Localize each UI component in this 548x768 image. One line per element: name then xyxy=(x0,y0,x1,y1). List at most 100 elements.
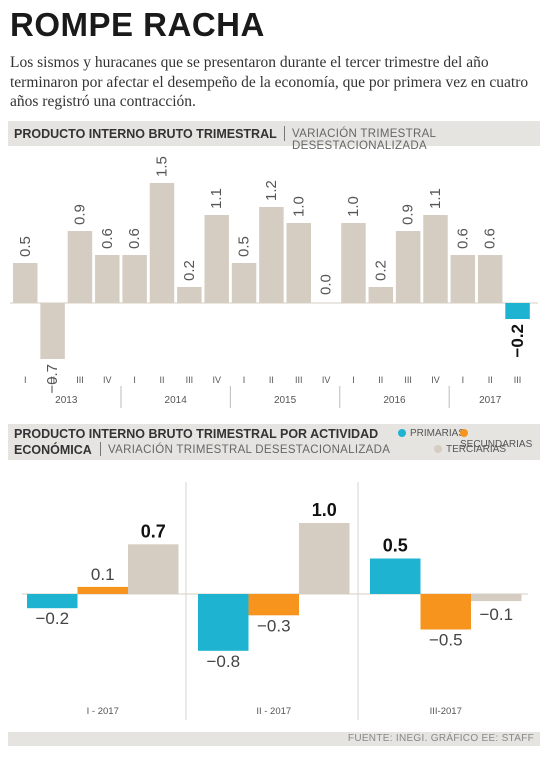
legend-label-secundarias: SECUNDARIAS xyxy=(460,439,533,450)
chart2-header: PRODUCTO INTERNO BRUTO TRIMESTRAL POR AC… xyxy=(8,424,540,460)
chart1-bar-13 xyxy=(368,287,394,303)
page-title: ROMPE RACHA xyxy=(10,6,265,43)
chart1-bar-16 xyxy=(450,255,476,303)
chart2-value-label-0-1: 0.1 xyxy=(91,565,115,584)
chart1-bar-3 xyxy=(95,255,120,303)
source-note: FUENTE: INEGI. GRÁFICO EE: STAFF xyxy=(347,733,534,744)
chart2-value-label-2-1: −0.5 xyxy=(429,631,463,650)
chart2-value-label-0-0: −0.2 xyxy=(35,609,69,628)
chart1-bar-12 xyxy=(341,223,366,303)
chart2-bar-2-0 xyxy=(370,558,421,594)
chart1-value-label-15: 1.1 xyxy=(427,188,444,209)
chart2-value-label-2-0: 0.5 xyxy=(383,536,408,556)
chart1-title: PRODUCTO INTERNO BRUTO TRIMESTRAL xyxy=(14,127,277,141)
chart1-value-label-8: 0.5 xyxy=(236,236,253,257)
chart1-value-label-4: 0.6 xyxy=(126,228,143,249)
chart2-bar-1-1 xyxy=(248,594,299,616)
chart1-quarter-label-16: I xyxy=(462,375,465,385)
chart1-value-label-18: −0.2 xyxy=(508,324,527,358)
chart2-value-label-2-2: −0.1 xyxy=(479,605,513,624)
chart1-year-label-4: 2017 xyxy=(479,395,502,406)
chart1-bar-7 xyxy=(204,215,229,303)
chart1-header: PRODUCTO INTERNO BRUTO TRIMESTRAL VARIAC… xyxy=(8,121,540,152)
chart1-year-label-2: 2015 xyxy=(274,395,297,406)
chart1-quarter-label-15: IV xyxy=(431,375,440,385)
chart1-quarter-label-8: I xyxy=(243,375,246,385)
chart1-value-label-14: 0.9 xyxy=(400,204,417,225)
chart1-quarterly-gdp: 0.5I −0.7II0.9III0.6IV0.6I1.5II0.2III1.1I… xyxy=(10,156,538,408)
chart1-bar-9 xyxy=(259,207,284,303)
chart2-value-label-1-0: −0.8 xyxy=(206,652,240,671)
chart1-value-label-16: 0.6 xyxy=(454,228,471,249)
chart1-quarter-label-9: II xyxy=(269,375,274,385)
footer: FUENTE: INEGI. GRÁFICO EE: STAFF xyxy=(8,732,540,746)
chart1-value-label-12: 1.0 xyxy=(345,196,362,217)
legend-dot-terciarias xyxy=(434,445,442,454)
chart2-value-label-1-1: −0.3 xyxy=(257,616,291,635)
chart1-quarter-label-13: II xyxy=(378,375,383,385)
legend-label-terciarias: TERCIARIAS xyxy=(446,444,507,455)
chart2-value-label-0-2: 0.7 xyxy=(141,521,166,541)
chart1-bar-10 xyxy=(286,223,311,303)
chart1-year-label-1: 2014 xyxy=(165,395,188,406)
chart1-bar-17 xyxy=(477,255,503,303)
chart2-category-label-2: III-2017 xyxy=(430,706,462,717)
chart1-bar-14 xyxy=(395,231,421,303)
chart1-quarter-label-6: III xyxy=(186,375,194,385)
legend-dot-primarias xyxy=(398,429,406,438)
chart1-year-label-3: 2016 xyxy=(383,395,406,406)
chart1-bar-15 xyxy=(423,215,448,303)
chart1-bar-1 xyxy=(40,303,65,359)
intro-text: Los sismos y huracanes que se presentaro… xyxy=(10,54,529,110)
chart1-bar-2 xyxy=(67,231,93,303)
chart1-quarter-label-17: II xyxy=(488,375,493,385)
chart1-subtitle: VARIACIÓN TRIMESTRAL DESESTACIONALIZADA xyxy=(292,128,436,152)
chart1-value-label-9: 1.2 xyxy=(263,180,280,201)
chart1-quarter-label-2: III xyxy=(76,375,84,385)
legend-terciarias: TERCIARIAS xyxy=(434,444,506,455)
chart1-bar-0 xyxy=(13,263,38,303)
chart1-value-label-5: 1.5 xyxy=(154,156,171,177)
chart1-value-label-1: −0.7 xyxy=(44,364,61,394)
chart1-value-label-11: 0.0 xyxy=(318,274,335,295)
chart1-quarter-label-0: I xyxy=(24,375,27,385)
chart2-subtitle: VARIACIÓN TRIMESTRAL DESESTACIONALIZADA xyxy=(108,444,391,456)
legend-primarias: PRIMARIAS xyxy=(398,428,465,439)
chart1-bar-4 xyxy=(122,255,147,303)
chart2-bar-1-2 xyxy=(299,523,350,594)
chart1-quarter-label-14: III xyxy=(404,375,412,385)
chart2-title-line1: PRODUCTO INTERNO BRUTO TRIMESTRAL POR AC… xyxy=(14,427,379,441)
chart1-quarter-label-5: II xyxy=(159,375,164,385)
chart2-title-line2: ECONÓMICA xyxy=(14,443,92,457)
chart1-bar-6 xyxy=(177,287,202,303)
chart2-value-label-1-2: 1.0 xyxy=(312,500,337,520)
chart1-quarter-label-10: III xyxy=(295,375,303,385)
chart2-gdp-by-activity: −0.2 0.1 0.7 I - 2017 −0.8 −0.3 1.0 II - 2017 0.… xyxy=(22,482,528,720)
chart2-bar-0-2 xyxy=(128,544,179,594)
chart1-bar-5 xyxy=(149,183,175,303)
chart1-bar-18 xyxy=(505,303,530,319)
chart1-quarter-label-3: IV xyxy=(103,375,112,385)
chart1-quarter-label-7: IV xyxy=(212,375,221,385)
chart2-bar-2-2 xyxy=(471,594,522,602)
chart1-quarter-label-1: II xyxy=(50,375,55,385)
legend-label-primarias: PRIMARIAS xyxy=(410,428,466,439)
chart1-value-label-13: 0.2 xyxy=(372,260,389,281)
chart1-quarter-label-11: IV xyxy=(322,375,331,385)
chart1-value-label-3: 0.6 xyxy=(99,228,116,249)
chart1-bar-11 xyxy=(313,303,339,304)
chart1-quarter-label-18: III xyxy=(514,375,522,385)
chart2-bar-2-1 xyxy=(420,594,471,630)
chart1-value-label-7: 1.1 xyxy=(208,188,225,209)
chart1-quarter-label-4: I xyxy=(133,375,136,385)
legend-secundarias: SECUNDARIAS xyxy=(460,428,540,450)
chart1-value-label-2: 0.9 xyxy=(71,204,88,225)
chart2-bar-0-1 xyxy=(77,586,128,594)
chart1-header-separator xyxy=(284,126,285,141)
chart2-category-label-1: II - 2017 xyxy=(256,706,291,717)
chart1-quarter-label-12: I xyxy=(352,375,355,385)
chart2-header-separator xyxy=(100,442,101,456)
chart1-value-label-0: 0.5 xyxy=(17,236,34,257)
chart1-value-label-17: 0.6 xyxy=(482,228,499,249)
chart1-value-label-10: 1.0 xyxy=(290,196,307,217)
